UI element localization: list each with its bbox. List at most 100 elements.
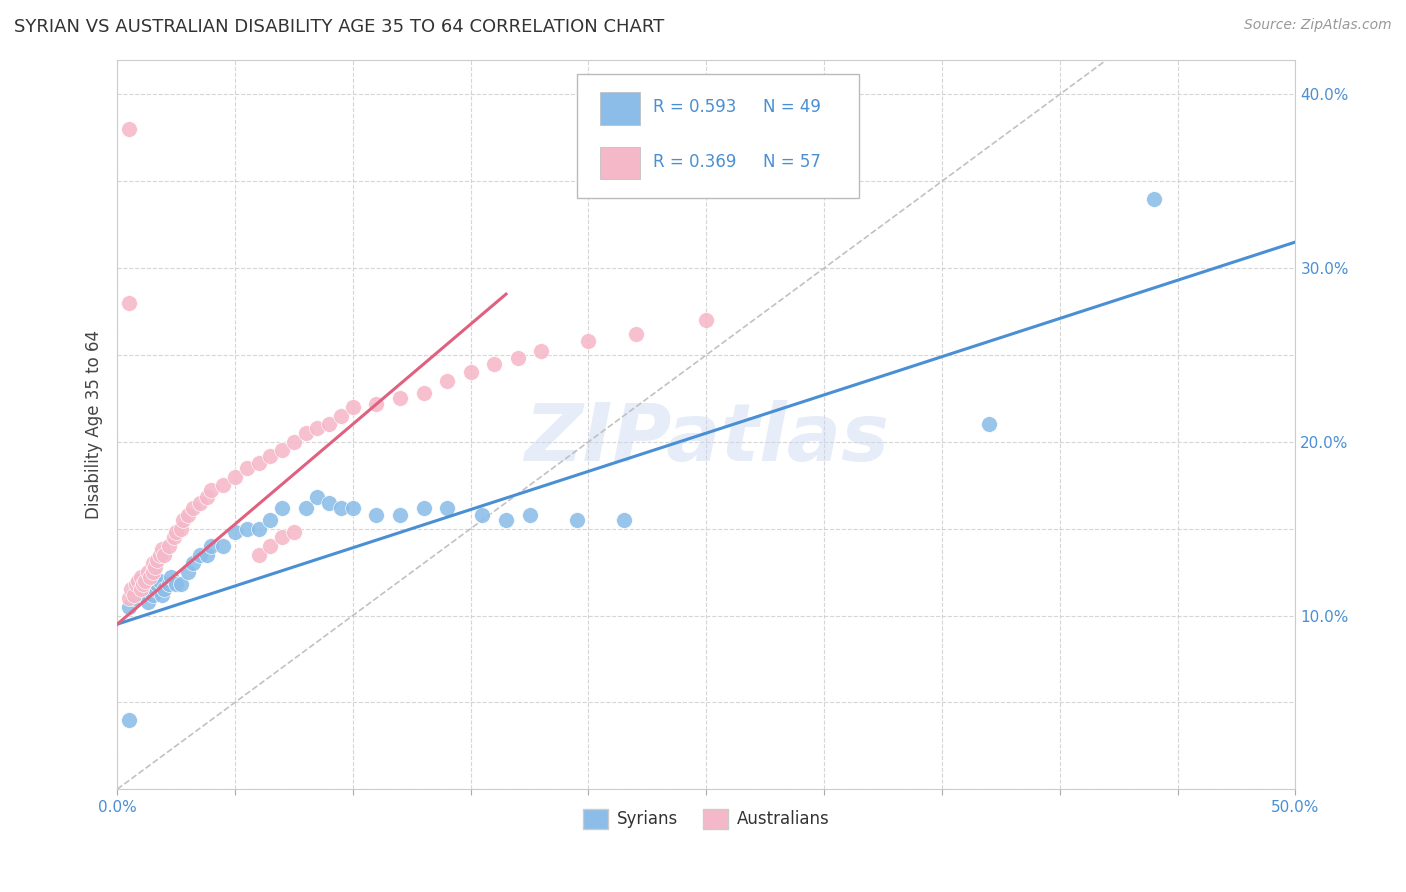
Point xyxy=(247,456,270,470)
Point xyxy=(153,548,176,562)
Point xyxy=(283,525,305,540)
Point xyxy=(165,577,187,591)
FancyBboxPatch shape xyxy=(600,93,640,125)
Point xyxy=(271,500,294,515)
Point xyxy=(141,588,163,602)
Point xyxy=(436,500,458,515)
Point xyxy=(181,557,204,571)
Point xyxy=(530,344,553,359)
Point xyxy=(212,539,235,553)
Point xyxy=(412,500,434,515)
Point xyxy=(247,522,270,536)
Point xyxy=(134,574,156,588)
Y-axis label: Disability Age 35 to 64: Disability Age 35 to 64 xyxy=(86,330,103,519)
Point xyxy=(134,582,156,597)
Text: ZIPatlas: ZIPatlas xyxy=(524,400,889,478)
Legend: Syrians, Australians: Syrians, Australians xyxy=(576,802,835,836)
Point xyxy=(150,588,173,602)
Point xyxy=(342,500,364,515)
Text: N = 57: N = 57 xyxy=(763,153,821,170)
Point xyxy=(1143,192,1166,206)
Point xyxy=(366,508,388,522)
Point xyxy=(471,508,494,522)
Text: R = 0.593: R = 0.593 xyxy=(654,98,737,116)
Point xyxy=(200,483,222,498)
Point xyxy=(143,582,166,597)
Point xyxy=(506,351,529,366)
Point xyxy=(388,392,411,406)
Point xyxy=(125,577,148,591)
Point xyxy=(153,582,176,597)
Point xyxy=(122,591,145,606)
Point xyxy=(200,539,222,553)
Point xyxy=(118,591,141,606)
Point xyxy=(259,513,281,527)
Point xyxy=(307,491,329,505)
Point xyxy=(157,577,180,591)
Text: SYRIAN VS AUSTRALIAN DISABILITY AGE 35 TO 64 CORRELATION CHART: SYRIAN VS AUSTRALIAN DISABILITY AGE 35 T… xyxy=(14,18,664,36)
Point xyxy=(136,565,159,579)
Point xyxy=(160,570,183,584)
Point xyxy=(188,548,211,562)
Point xyxy=(388,508,411,522)
Point xyxy=(141,557,163,571)
Point xyxy=(318,495,340,509)
Point xyxy=(412,386,434,401)
Point xyxy=(259,449,281,463)
Point xyxy=(624,327,647,342)
Point xyxy=(195,548,218,562)
Point xyxy=(143,559,166,574)
Point xyxy=(188,495,211,509)
Point xyxy=(294,426,316,441)
Point xyxy=(236,522,259,536)
Point xyxy=(118,713,141,727)
Point xyxy=(519,508,541,522)
Text: Source: ZipAtlas.com: Source: ZipAtlas.com xyxy=(1244,18,1392,32)
Point xyxy=(146,577,169,591)
Point xyxy=(129,577,152,591)
Point xyxy=(157,539,180,553)
Point xyxy=(212,478,235,492)
Text: R = 0.369: R = 0.369 xyxy=(654,153,737,170)
Point xyxy=(150,542,173,557)
Point xyxy=(125,582,148,597)
Point xyxy=(259,539,281,553)
Point xyxy=(170,577,193,591)
Point xyxy=(695,313,717,327)
Point xyxy=(495,513,517,527)
Point xyxy=(132,577,155,591)
Point xyxy=(122,588,145,602)
Point xyxy=(460,365,482,379)
Point xyxy=(224,469,246,483)
Point xyxy=(127,574,149,588)
Point xyxy=(484,357,506,371)
Point xyxy=(977,417,1000,432)
Point xyxy=(118,122,141,136)
Point xyxy=(565,513,588,527)
Point xyxy=(283,434,305,449)
Point xyxy=(436,374,458,388)
Point xyxy=(118,295,141,310)
Point xyxy=(247,548,270,562)
Point xyxy=(149,574,172,588)
Point xyxy=(294,500,316,515)
Point xyxy=(177,508,200,522)
Point xyxy=(342,400,364,414)
Point xyxy=(318,417,340,432)
Point xyxy=(271,530,294,544)
Point xyxy=(224,525,246,540)
Point xyxy=(129,582,152,597)
Point xyxy=(330,409,353,423)
Point xyxy=(141,565,163,579)
Point xyxy=(118,599,141,614)
Point xyxy=(163,530,186,544)
Point xyxy=(141,577,163,591)
Point xyxy=(165,525,187,540)
Point xyxy=(307,421,329,435)
Point xyxy=(146,553,169,567)
Point xyxy=(177,565,200,579)
Point xyxy=(127,574,149,588)
FancyBboxPatch shape xyxy=(600,147,640,179)
Point xyxy=(366,396,388,410)
Point xyxy=(136,594,159,608)
